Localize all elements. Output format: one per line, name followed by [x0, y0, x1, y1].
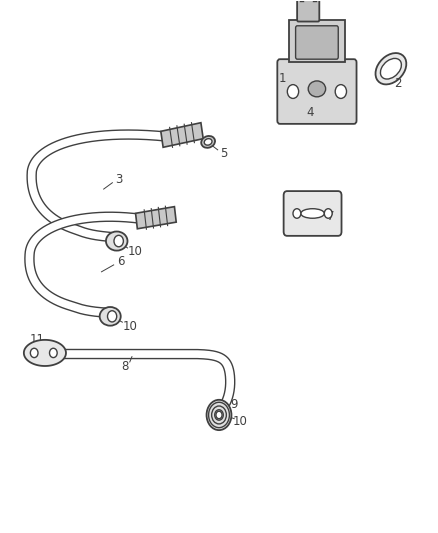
Text: 8: 8 [122, 360, 129, 373]
Circle shape [216, 411, 222, 419]
Circle shape [324, 209, 332, 218]
Polygon shape [289, 20, 345, 62]
Text: 1: 1 [279, 72, 286, 85]
FancyBboxPatch shape [296, 26, 338, 59]
Ellipse shape [308, 81, 325, 97]
Circle shape [30, 348, 38, 358]
FancyBboxPatch shape [277, 59, 357, 124]
FancyBboxPatch shape [284, 191, 342, 236]
Ellipse shape [204, 139, 212, 145]
Circle shape [107, 311, 117, 322]
Text: 9: 9 [230, 398, 238, 411]
Polygon shape [161, 123, 203, 147]
Text: 4: 4 [307, 106, 314, 119]
Text: 6: 6 [117, 255, 125, 268]
Text: 10: 10 [128, 245, 143, 258]
Circle shape [49, 348, 57, 358]
Circle shape [114, 236, 124, 247]
Circle shape [335, 85, 346, 99]
Ellipse shape [301, 209, 324, 218]
Text: 10: 10 [122, 320, 137, 333]
Text: 11: 11 [30, 333, 45, 345]
FancyBboxPatch shape [297, 0, 319, 21]
Ellipse shape [100, 307, 121, 326]
Polygon shape [136, 207, 176, 229]
Text: 3: 3 [115, 173, 123, 185]
Polygon shape [24, 340, 66, 366]
Circle shape [293, 209, 301, 218]
Text: 7: 7 [327, 210, 335, 223]
Ellipse shape [106, 231, 127, 251]
Ellipse shape [375, 53, 406, 84]
Circle shape [287, 85, 299, 99]
Text: 5: 5 [221, 147, 228, 159]
Text: 10: 10 [233, 415, 247, 429]
Text: 2: 2 [394, 77, 401, 90]
Ellipse shape [207, 400, 231, 430]
Ellipse shape [201, 136, 215, 148]
Ellipse shape [381, 59, 401, 79]
